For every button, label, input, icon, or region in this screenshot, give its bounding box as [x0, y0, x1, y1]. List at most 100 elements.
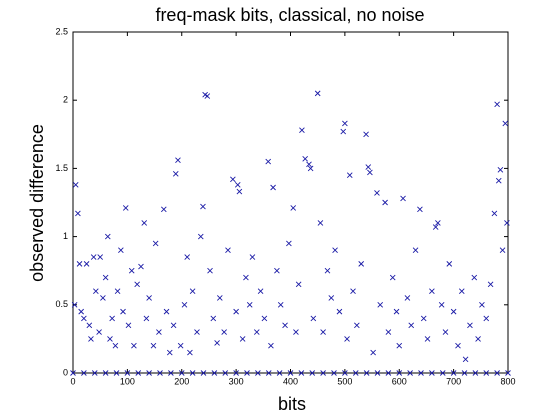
marker: [328, 295, 335, 301]
marker: [282, 322, 288, 329]
marker: [432, 224, 439, 230]
marker: [118, 247, 124, 254]
marker: [310, 315, 317, 322]
marker: [152, 240, 159, 247]
marker: [499, 247, 506, 254]
marker: [230, 176, 236, 183]
marker: [233, 370, 239, 376]
x-axis-label: bits: [278, 394, 306, 414]
marker: [418, 370, 424, 376]
marker: [200, 370, 207, 376]
x-tick-label: 100: [120, 376, 135, 386]
marker: [150, 342, 157, 349]
marker: [363, 131, 369, 138]
marker: [146, 370, 152, 376]
marker: [70, 370, 76, 376]
marker: [189, 370, 196, 376]
marker: [81, 370, 87, 376]
marker: [197, 233, 204, 240]
marker: [342, 370, 348, 376]
marker: [367, 169, 373, 176]
marker: [295, 281, 302, 288]
marker: [306, 161, 312, 168]
marker: [86, 322, 93, 329]
marker: [187, 349, 193, 356]
marker: [100, 295, 106, 301]
marker: [331, 370, 337, 376]
marker: [211, 370, 218, 376]
marker: [102, 370, 109, 376]
marker: [138, 263, 144, 270]
marker: [461, 370, 468, 376]
marker: [78, 308, 84, 315]
marker: [435, 220, 441, 226]
x-tick-label: 200: [174, 376, 189, 386]
y-tick-label: 0.5: [55, 299, 68, 309]
marker: [494, 101, 500, 108]
marker: [407, 370, 413, 376]
marker: [76, 261, 83, 267]
marker: [404, 295, 411, 301]
marker: [104, 233, 111, 240]
marker: [429, 370, 435, 376]
marker: [412, 247, 419, 254]
marker: [502, 120, 509, 127]
marker: [204, 93, 211, 99]
marker: [487, 281, 494, 288]
marker: [307, 165, 314, 172]
marker: [374, 370, 381, 376]
marker: [491, 210, 498, 217]
marker: [114, 288, 121, 294]
marker: [81, 315, 87, 322]
marker: [358, 261, 365, 267]
marker: [417, 206, 423, 213]
marker: [450, 370, 457, 376]
marker: [124, 370, 131, 376]
marker: [146, 295, 152, 301]
marker: [93, 288, 99, 294]
marker: [354, 322, 360, 329]
marker: [91, 370, 98, 376]
marker: [286, 240, 292, 247]
marker: [222, 370, 229, 376]
marker: [257, 288, 264, 294]
x-tick-label: 300: [229, 376, 244, 386]
marker: [324, 267, 331, 274]
marker: [135, 370, 142, 376]
marker: [268, 342, 274, 349]
x-tick-label: 0: [70, 376, 75, 386]
marker: [494, 370, 500, 376]
marker: [166, 349, 173, 356]
x-tick-label: 400: [283, 376, 298, 386]
marker: [189, 288, 196, 294]
marker: [505, 370, 511, 376]
marker: [374, 190, 380, 196]
marker: [467, 322, 473, 329]
marker: [475, 336, 481, 342]
marker: [385, 370, 392, 376]
marker: [255, 370, 261, 376]
marker: [344, 336, 350, 342]
marker: [340, 128, 347, 135]
marker: [107, 336, 113, 342]
marker: [389, 274, 396, 281]
plot-frame: [72, 31, 509, 374]
marker: [221, 329, 227, 335]
marker: [141, 220, 148, 226]
marker: [314, 90, 321, 97]
marker: [277, 301, 284, 308]
marker: [177, 342, 184, 349]
marker: [429, 288, 435, 294]
marker: [439, 370, 446, 376]
marker: [265, 370, 272, 376]
y-tick-label: 1.5: [55, 163, 68, 173]
marker: [200, 203, 206, 210]
marker: [181, 301, 188, 308]
marker: [216, 295, 223, 301]
marker: [365, 164, 372, 170]
marker: [210, 315, 217, 322]
marker: [120, 308, 126, 315]
marker: [352, 370, 359, 376]
marker: [172, 171, 179, 177]
